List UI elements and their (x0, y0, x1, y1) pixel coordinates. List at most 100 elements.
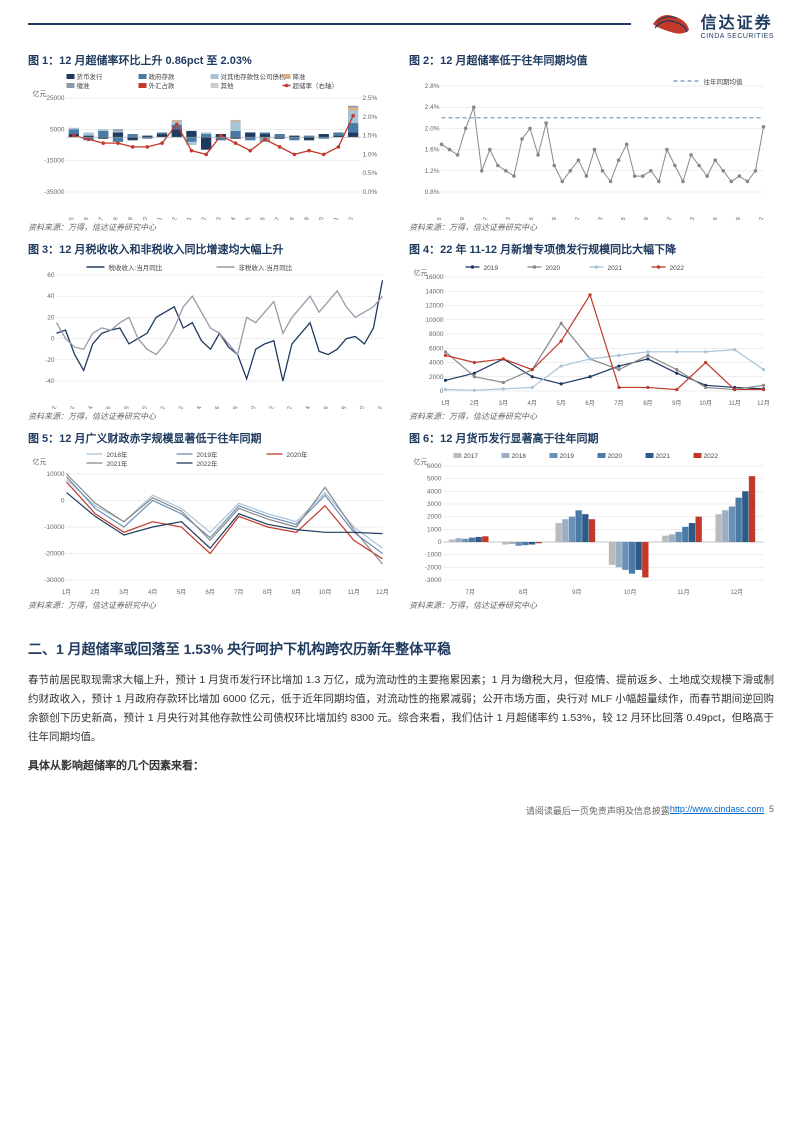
chart-1-title: 图 1：12 月超储率环比上升 0.86pct 至 2.03% (28, 52, 393, 68)
svg-text:10月: 10月 (624, 589, 637, 596)
svg-text:2021-08: 2021-08 (107, 216, 120, 220)
svg-text:0: 0 (61, 498, 65, 505)
svg-text:2019-12: 2019-12 (476, 216, 489, 220)
svg-text:2021-10: 2021-10 (244, 405, 257, 409)
svg-text:2022-12: 2022-12 (752, 216, 765, 220)
svg-text:2022-12: 2022-12 (342, 216, 355, 220)
svg-text:9月: 9月 (672, 400, 681, 407)
svg-text:2020-06: 2020-06 (100, 405, 113, 409)
svg-text:3月: 3月 (119, 589, 128, 596)
svg-text:4月: 4月 (528, 400, 537, 407)
section-2: 二、1 月超储率或回落至 1.53% 央行呵护下机构跨农历新年整体平稳 春节前居… (0, 611, 802, 798)
svg-text:2000: 2000 (427, 514, 442, 521)
chart-2-title: 图 2：12 月超储率低于往年同期均值 (409, 52, 774, 68)
svg-text:11月: 11月 (677, 589, 689, 596)
svg-text:2021-06: 2021-06 (614, 216, 627, 220)
svg-text:2021-12: 2021-12 (263, 405, 276, 409)
svg-text:-15000: -15000 (44, 158, 65, 165)
svg-text:9月: 9月 (292, 589, 301, 596)
svg-text:2022-10: 2022-10 (353, 405, 366, 409)
svg-text:2019: 2019 (560, 453, 575, 460)
svg-text:9月: 9月 (572, 589, 581, 596)
svg-text:2020-06: 2020-06 (522, 216, 535, 220)
svg-text:2020-02: 2020-02 (63, 405, 76, 409)
footer-link[interactable]: http://www.cindasc.com (670, 804, 764, 817)
chart-4: 图 4：22 年 11-12 月新增专项债发行规模同比大幅下降 亿元201920… (409, 241, 774, 422)
svg-text:超储率（右轴）: 超储率（右轴） (293, 81, 339, 90)
svg-text:非税收入:当月同比: 非税收入:当月同比 (239, 263, 293, 272)
svg-text:5000: 5000 (427, 476, 442, 483)
svg-text:2018年: 2018年 (107, 450, 128, 459)
svg-text:11月: 11月 (728, 400, 740, 407)
svg-text:4月: 4月 (148, 589, 157, 596)
svg-text:-20: -20 (45, 357, 55, 364)
svg-text:2021-12: 2021-12 (660, 216, 673, 220)
svg-text:8月: 8月 (643, 400, 652, 407)
svg-text:货币发行: 货币发行 (77, 72, 104, 81)
svg-text:2021-11: 2021-11 (151, 216, 164, 220)
svg-text:2022-06: 2022-06 (317, 405, 330, 409)
svg-text:2022-03: 2022-03 (210, 216, 223, 220)
chart-5-title: 图 5：12 月广义财政赤字规模显著低于往年同期 (28, 430, 393, 446)
svg-text:12月: 12月 (376, 589, 389, 596)
svg-text:1.0%: 1.0% (363, 151, 378, 158)
svg-text:5月: 5月 (556, 400, 565, 407)
svg-text:其他: 其他 (221, 81, 235, 90)
svg-text:2022-11: 2022-11 (327, 216, 340, 220)
chart-5-source: 资料来源：万得，信达证券研究中心 (28, 600, 393, 611)
svg-text:2020-08: 2020-08 (118, 405, 131, 409)
svg-text:2021-12: 2021-12 (165, 216, 178, 220)
svg-text:税收收入:当月同比: 税收收入:当月同比 (109, 263, 163, 272)
svg-text:2020: 2020 (546, 265, 561, 272)
svg-text:2022-09: 2022-09 (298, 216, 311, 220)
chart-3-title: 图 3：12 月税收收入和非税收入同比增速均大幅上升 (28, 241, 393, 257)
svg-text:2021: 2021 (608, 265, 623, 272)
page-footer: 请阅读最后一页免责声明及信息披露 http://www.cindasc.com … (0, 798, 802, 831)
section-2-heading: 二、1 月超储率或回落至 1.53% 央行呵护下机构跨农历新年整体平稳 (28, 639, 774, 659)
svg-text:-2000: -2000 (425, 564, 442, 571)
svg-text:2022-01: 2022-01 (180, 216, 193, 220)
svg-text:2.8%: 2.8% (425, 83, 440, 90)
svg-text:5000: 5000 (50, 126, 65, 133)
svg-text:2022-04: 2022-04 (299, 405, 312, 409)
svg-text:12月: 12月 (757, 400, 770, 407)
svg-text:60: 60 (47, 272, 55, 279)
chart-4-title: 图 4：22 年 11-12 月新增专项债发行规模同比大幅下降 (409, 241, 774, 257)
svg-text:-30000: -30000 (44, 577, 65, 584)
svg-text:2022-07: 2022-07 (268, 216, 281, 220)
svg-text:亿元: 亿元 (33, 89, 47, 98)
svg-text:2021: 2021 (656, 453, 671, 460)
footer-page: 5 (764, 804, 774, 817)
svg-text:2022-05: 2022-05 (239, 216, 252, 220)
svg-text:0: 0 (440, 388, 444, 395)
svg-text:-35000: -35000 (44, 189, 65, 196)
footer-text: 请阅读最后一页免责声明及信息披露 (526, 804, 670, 817)
svg-text:2021-02: 2021-02 (172, 405, 185, 409)
svg-text:2021-04: 2021-04 (190, 405, 203, 409)
chart-1: 图 1：12 月超储率环比上升 0.86pct 至 2.03% 货币发行政府存款… (28, 52, 393, 233)
svg-text:4000: 4000 (429, 360, 444, 367)
svg-text:2021-07: 2021-07 (92, 216, 105, 220)
svg-text:1.5%: 1.5% (363, 133, 378, 140)
svg-text:2022-02: 2022-02 (195, 216, 208, 220)
svg-text:-40: -40 (45, 378, 55, 385)
svg-text:1.2%: 1.2% (425, 168, 440, 175)
svg-text:11月: 11月 (348, 589, 360, 596)
svg-text:2019-09: 2019-09 (453, 216, 466, 220)
chart-2-source: 资料来源：万得，信达证券研究中心 (409, 222, 774, 233)
charts-grid: 图 1：12 月超储率环比上升 0.86pct 至 2.03% 货币发行政府存款… (0, 44, 802, 611)
svg-text:1.6%: 1.6% (425, 147, 440, 154)
svg-text:2022-04: 2022-04 (224, 216, 237, 220)
section-2-para-2: 具体从影响超储率的几个因素来看： (28, 757, 774, 777)
svg-text:2021-08: 2021-08 (226, 405, 239, 409)
svg-text:亿元: 亿元 (33, 457, 47, 466)
svg-text:40: 40 (47, 293, 55, 300)
svg-text:2022-10: 2022-10 (312, 216, 325, 220)
svg-text:降准: 降准 (293, 72, 307, 81)
logo: 信达证券 CINDA SECURITIES (647, 8, 774, 40)
svg-text:12000: 12000 (425, 303, 443, 310)
chart-6-title: 图 6：12 月货币发行显著高于往年同期 (409, 430, 774, 446)
chart-6-source: 资料来源：万得，信达证券研究中心 (409, 600, 774, 611)
svg-text:2022: 2022 (670, 265, 685, 272)
chart-4-source: 资料来源：万得，信达证券研究中心 (409, 411, 774, 422)
